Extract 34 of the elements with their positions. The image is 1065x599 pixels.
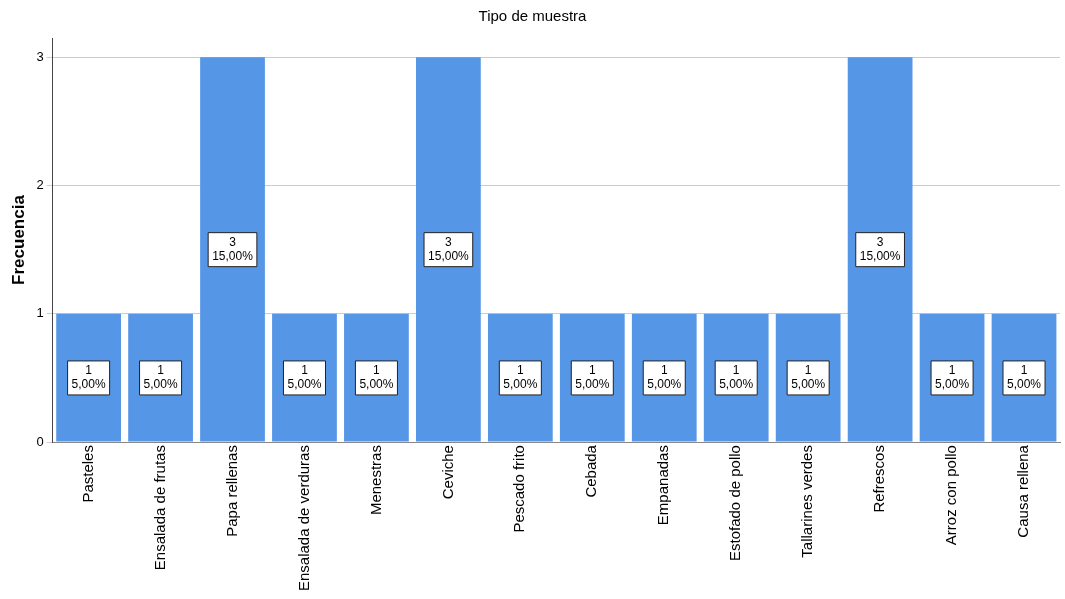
data-label: 1 5,00% [71,363,106,392]
x-tick-label: Cebada [582,444,600,498]
data-label: 1 5,00% [719,363,754,392]
x-tick-label: Pasteles [78,445,96,503]
data-label: 3 15,00% [428,234,470,263]
y-axis-title: Frecuencia [8,194,28,285]
chart-title: Tipo de muestra [478,7,588,25]
data-label: 1 5,00% [575,363,610,392]
x-tick-label: Ceviche [438,445,456,500]
data-label: 3 15,00% [859,234,901,263]
y-tick-label: 0 [36,433,44,449]
x-tick-label: Menestras [366,445,384,516]
y-tick-label: 3 [36,48,44,64]
data-label: 1 5,00% [935,363,970,392]
data-label: 1 5,00% [359,363,394,392]
x-tick-label: Ensalada de verduras [294,445,312,592]
x-tick-label: Empanadas [654,445,672,526]
data-label: 1 5,00% [143,363,178,392]
x-tick-label: Refrescos [870,445,888,513]
x-tick-label: Ensalada de frutas [150,445,168,571]
data-label: 1 5,00% [791,363,826,392]
x-tick-label: Estofado de pollo [726,445,744,561]
data-label: 1 5,00% [647,363,682,392]
x-tick-label: Arroz con pollo [942,445,960,546]
data-label: 1 5,00% [287,363,322,392]
data-label: 1 5,00% [1007,363,1042,392]
x-tick-label: Pescado frito [510,445,528,533]
data-label: 3 15,00% [212,234,254,263]
y-tick-label: 1 [36,305,44,321]
x-tick-label: Papa rellenas [222,445,240,537]
y-tick-label: 2 [36,177,44,193]
x-tick-label: Causa rellena [1014,444,1032,538]
x-tick-label: Tallarines verdes [798,445,816,558]
data-label: 1 5,00% [503,363,538,392]
